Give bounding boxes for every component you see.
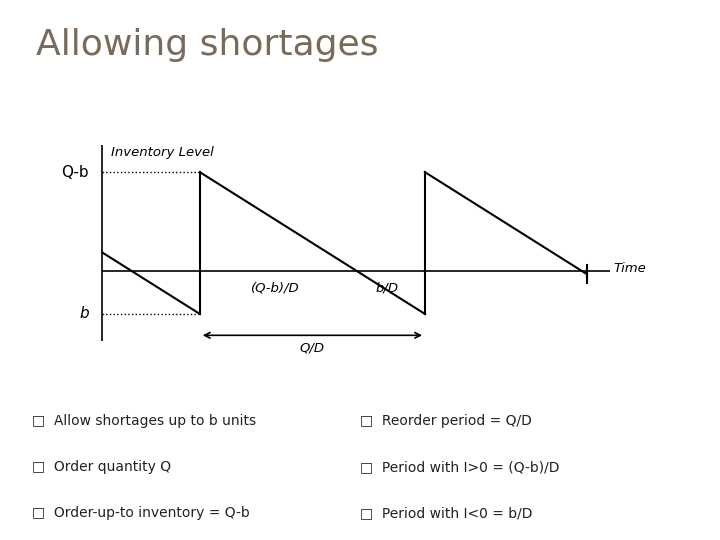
Text: □  Reorder period = Q/D: □ Reorder period = Q/D	[360, 414, 532, 428]
Text: (Q-b)/D: (Q-b)/D	[251, 282, 300, 295]
Text: □  Allow shortages up to b units: □ Allow shortages up to b units	[32, 414, 256, 428]
Text: Q/D: Q/D	[300, 341, 325, 354]
Text: □  Order-up-to inventory = Q-b: □ Order-up-to inventory = Q-b	[32, 506, 250, 520]
Text: Q-b: Q-b	[61, 165, 89, 180]
Text: □  Order quantity Q: □ Order quantity Q	[32, 460, 171, 474]
Text: Inventory Level: Inventory Level	[112, 146, 214, 159]
Text: Time: Time	[613, 262, 646, 275]
Text: □  Period with I>0 = (Q-b)/D: □ Period with I>0 = (Q-b)/D	[360, 460, 559, 474]
Text: Allowing shortages: Allowing shortages	[36, 28, 379, 62]
Text: b/D: b/D	[376, 282, 399, 295]
Text: b: b	[79, 307, 89, 321]
Text: □  Period with I<0 = b/D: □ Period with I<0 = b/D	[360, 506, 533, 520]
